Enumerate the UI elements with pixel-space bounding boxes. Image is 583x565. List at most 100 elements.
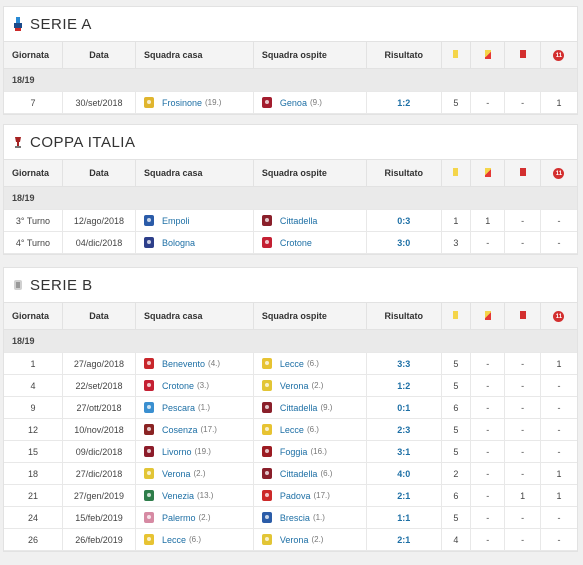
result-link[interactable]: 3:0 [397, 237, 411, 248]
serie-b-logo-icon [12, 278, 24, 292]
table-row: 1 27/ago/2018 Benevento (4.) Lecce (6.) 3:3 5- -… [4, 352, 577, 375]
result-cell: 2:3 [366, 418, 442, 441]
home-team-crest-icon [143, 402, 154, 413]
home-team-link[interactable]: Palermo [161, 512, 196, 523]
away-team-cell: Cittadella (6.) [253, 462, 367, 485]
col-red-card[interactable] [504, 42, 541, 69]
away-team-link[interactable]: Foggia [279, 446, 308, 457]
col-yellow-card[interactable] [441, 160, 472, 187]
away-team-link[interactable]: Crotone [279, 237, 312, 248]
home-team-link[interactable]: Lecce [161, 534, 187, 545]
home-team-cell: Pescara (1.) [135, 396, 254, 419]
col-data[interactable]: Data [62, 160, 136, 187]
section-1: COPPA ITALIA Giornata Data Squadra casa Squa… [3, 124, 578, 255]
penalty-icon: 11 [553, 50, 565, 62]
col-risultato[interactable]: Risultato [366, 42, 442, 69]
away-team-link[interactable]: Verona [279, 380, 309, 391]
col-squadra-casa[interactable]: Squadra casa [135, 160, 254, 187]
home-team-link[interactable]: Venezia [161, 490, 195, 501]
giornata-cell: 4° Turno [4, 231, 63, 254]
result-link[interactable]: 1:2 [397, 97, 411, 108]
col-giornata[interactable]: Giornata [4, 303, 63, 330]
penalty-icon: 11 [553, 311, 565, 323]
season-label: 18/19 [4, 186, 577, 210]
result-link[interactable]: 4:0 [397, 468, 411, 479]
season-row: 18/19 [4, 329, 577, 353]
col-penalty[interactable]: 11 [540, 160, 577, 187]
away-team-crest-icon [261, 97, 272, 108]
result-link[interactable]: 3:1 [397, 446, 411, 457]
home-team-crest-icon [143, 237, 154, 248]
result-cell: 1:2 [366, 374, 442, 397]
col-giornata[interactable]: Giornata [4, 160, 63, 187]
yellow-cards-value: 6 [441, 484, 472, 507]
result-link[interactable]: 1:1 [397, 512, 411, 523]
away-team-position: (16.) [310, 447, 327, 456]
col-squadra-casa[interactable]: Squadra casa [135, 42, 254, 69]
home-team-link[interactable]: Empoli [161, 215, 190, 226]
col-second-yellow[interactable] [470, 160, 506, 187]
penalties-value: 1 [540, 352, 577, 375]
home-team-link[interactable]: Benevento [161, 358, 206, 369]
yellow-card-icon [453, 311, 459, 319]
col-risultato[interactable]: Risultato [366, 303, 442, 330]
col-yellow-card[interactable] [441, 42, 472, 69]
home-team-cell: Frosinone (19.) [135, 91, 254, 114]
home-team-link[interactable]: Verona [161, 468, 191, 479]
section-0: SERIE A Giornata Data Squadra casa Squadra o… [3, 6, 578, 115]
result-cell: 4:0 [366, 462, 442, 485]
away-team-link[interactable]: Lecce [279, 358, 304, 369]
coppa-italia-logo-icon [12, 135, 24, 149]
col-giornata[interactable]: Giornata [4, 42, 63, 69]
col-second-yellow[interactable] [470, 303, 506, 330]
date-cell: 04/dic/2018 [62, 231, 136, 254]
penalty-icon: 11 [553, 168, 565, 180]
result-link[interactable]: 3:3 [397, 358, 411, 369]
away-team-link[interactable]: Lecce [279, 424, 304, 435]
away-team-link[interactable]: Padova [279, 490, 311, 501]
home-team-link[interactable]: Frosinone [161, 97, 203, 108]
home-team-link[interactable]: Pescara [161, 402, 196, 413]
result-link[interactable]: 2:1 [397, 490, 411, 501]
giornata-cell: 24 [4, 506, 63, 529]
home-team-link[interactable]: Livorno [161, 446, 192, 457]
giornata-cell: 4 [4, 374, 63, 397]
col-data[interactable]: Data [62, 42, 136, 69]
col-risultato[interactable]: Risultato [366, 160, 442, 187]
away-team-link[interactable]: Verona [279, 534, 309, 545]
col-penalty[interactable]: 11 [540, 42, 577, 69]
result-link[interactable]: 2:3 [397, 424, 411, 435]
home-team-link[interactable]: Bologna [161, 237, 196, 248]
away-team-cell: Crotone [253, 231, 367, 254]
col-red-card[interactable] [504, 160, 541, 187]
giornata-cell: 9 [4, 396, 63, 419]
home-team-link[interactable]: Cosenza [161, 424, 198, 435]
away-team-crest-icon [261, 358, 272, 369]
second-yellow-value: - [470, 91, 506, 114]
yellow-cards-value: 5 [441, 440, 472, 463]
matches-table: Giornata Data Squadra casa Squadra ospite Ri… [4, 303, 577, 551]
col-data[interactable]: Data [62, 303, 136, 330]
col-second-yellow[interactable] [470, 42, 506, 69]
col-squadra-casa[interactable]: Squadra casa [135, 303, 254, 330]
result-link[interactable]: 1:2 [397, 380, 411, 391]
col-red-card[interactable] [504, 303, 541, 330]
col-squadra-ospite[interactable]: Squadra ospite [253, 42, 367, 69]
away-team-position: (2.) [311, 535, 324, 544]
col-squadra-ospite[interactable]: Squadra ospite [253, 303, 367, 330]
home-team-link[interactable]: Crotone [161, 380, 195, 391]
away-team-link[interactable]: Cittadella [279, 215, 318, 226]
away-team-link[interactable]: Cittadella [279, 468, 318, 479]
result-link[interactable]: 0:3 [397, 215, 411, 226]
col-squadra-ospite[interactable]: Squadra ospite [253, 160, 367, 187]
away-team-link[interactable]: Brescia [279, 512, 310, 523]
result-cell: 2:1 [366, 484, 442, 507]
red-cards-value: - [504, 528, 541, 551]
col-yellow-card[interactable] [441, 303, 472, 330]
date-cell: 09/dic/2018 [62, 440, 136, 463]
col-penalty[interactable]: 11 [540, 303, 577, 330]
away-team-link[interactable]: Genoa [279, 97, 307, 108]
away-team-link[interactable]: Cittadella [279, 402, 318, 413]
result-link[interactable]: 0:1 [397, 402, 411, 413]
result-link[interactable]: 2:1 [397, 534, 411, 545]
